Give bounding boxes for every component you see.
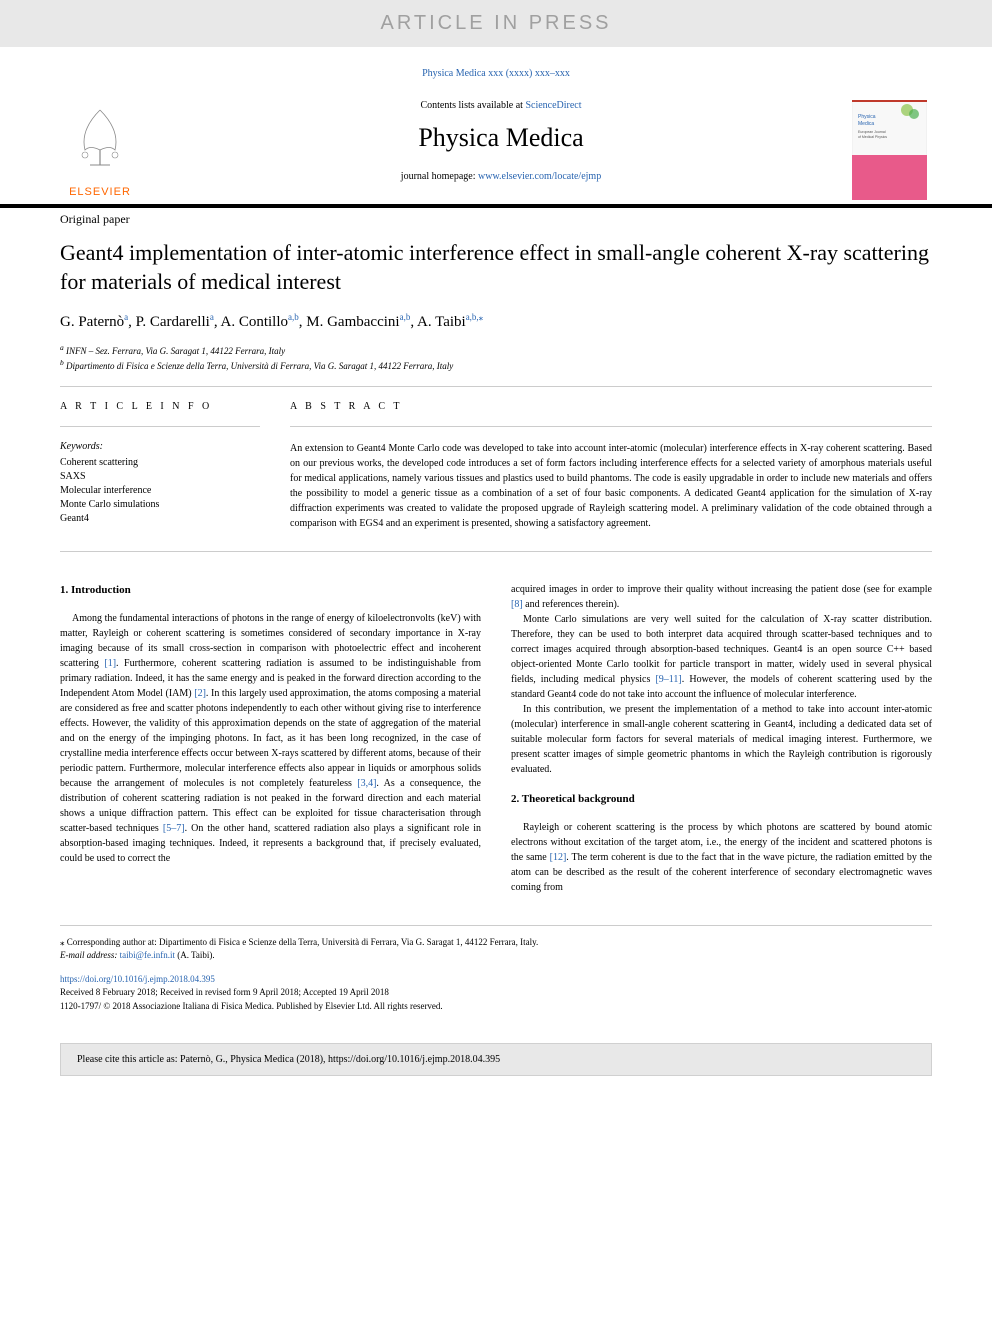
ref-link[interactable]: [1] — [104, 658, 116, 669]
journal-title: Physica Medica — [170, 123, 832, 153]
affiliations: a INFN – Sez. Ferrara, Via G. Saragat 1,… — [60, 343, 932, 372]
author-name: A. Taibi — [417, 314, 466, 330]
elsevier-tree-icon: ELSEVIER — [60, 100, 140, 200]
ref-link[interactable]: [12] — [550, 852, 567, 863]
journal-ref-top: Physica Medica xxx (xxxx) xxx–xxx — [0, 57, 992, 100]
doi-link[interactable]: https://doi.org/10.1016/j.ejmp.2018.04.3… — [60, 974, 215, 984]
journal-homepage-link[interactable]: www.elsevier.com/locate/ejmp — [478, 171, 601, 182]
keyword-item: Molecular interference — [60, 484, 260, 498]
journal-ref-link[interactable]: Physica Medica xxx (xxxx) xxx–xxx — [422, 68, 570, 79]
content-area: Original paper Geant4 implementation of … — [0, 212, 992, 1013]
author-sup[interactable]: a — [210, 312, 214, 322]
sciencedirect-link[interactable]: ScienceDirect — [525, 100, 581, 111]
paper-title: Geant4 implementation of inter-atomic in… — [60, 239, 932, 296]
authors: G. Paternòa, P. Cardarellia, A. Contillo… — [60, 312, 932, 331]
elsevier-logo: ELSEVIER — [60, 100, 150, 204]
body-paragraph: Monte Carlo simulations are very well su… — [511, 612, 932, 702]
svg-text:Physica: Physica — [858, 114, 876, 120]
header-center: Contents lists available at ScienceDirec… — [150, 100, 852, 182]
author-sup[interactable]: a,b,⁎ — [466, 312, 484, 322]
intro-heading: 1. Introduction — [60, 582, 481, 599]
footer-divider — [60, 925, 932, 926]
email-line: E-mail address: taibi@fe.infn.it (A. Tai… — [60, 949, 932, 963]
divider — [60, 551, 932, 552]
keyword-item: Coherent scattering — [60, 456, 260, 470]
body-column-left: 1. Introduction Among the fundamental in… — [60, 582, 481, 895]
svg-text:European Journal: European Journal — [858, 130, 886, 134]
keyword-item: Monte Carlo simulations — [60, 498, 260, 512]
footer-notes: ⁎ Corresponding author at: Dipartimento … — [60, 936, 932, 1014]
abstract-label: A B S T R A C T — [290, 401, 932, 412]
journal-cover-icon: Physica Medica European Journal of Medic… — [852, 100, 927, 200]
svg-text:of Medical Physics: of Medical Physics — [858, 135, 887, 139]
author-sup[interactable]: a,b — [288, 312, 299, 322]
journal-header: ELSEVIER Contents lists available at Sci… — [0, 100, 992, 208]
article-info-label: A R T I C L E I N F O — [60, 401, 260, 412]
body-column-right: acquired images in order to improve thei… — [511, 582, 932, 895]
ref-link[interactable]: [8] — [511, 599, 523, 610]
body-columns: 1. Introduction Among the fundamental in… — [60, 582, 932, 895]
article-in-press-text: ARTICLE IN PRESS — [380, 12, 611, 34]
author-name: G. Paternò — [60, 314, 124, 330]
theory-heading: 2. Theoretical background — [511, 791, 932, 808]
ref-link[interactable]: [3,4] — [357, 778, 376, 789]
abstract-column: A B S T R A C T An extension to Geant4 M… — [290, 401, 932, 531]
contents-line: Contents lists available at ScienceDirec… — [170, 100, 832, 111]
body-paragraph: Rayleigh or coherent scattering is the p… — [511, 820, 932, 895]
divider — [60, 426, 260, 427]
author-name: P. Cardarelli — [136, 314, 210, 330]
author-sup[interactable]: a,b — [400, 312, 411, 322]
body-paragraph: In this contribution, we present the imp… — [511, 702, 932, 777]
author-name: A. Contillo — [221, 314, 289, 330]
corresponding-author: ⁎ Corresponding author at: Dipartimento … — [60, 936, 932, 950]
abstract-text: An extension to Geant4 Monte Carlo code … — [290, 441, 932, 531]
affiliation-item: b Dipartimento di Fisica e Scienze della… — [60, 358, 932, 373]
author-name: M. Gambaccini — [306, 314, 399, 330]
info-section: A R T I C L E I N F O Keywords: Coherent… — [60, 401, 932, 531]
author-sup[interactable]: a — [124, 312, 128, 322]
body-paragraph: Among the fundamental interactions of ph… — [60, 611, 481, 866]
divider — [60, 386, 932, 387]
copyright-line: 1120-1797/ © 2018 Associazione Italiana … — [60, 1000, 932, 1014]
journal-homepage: journal homepage: www.elsevier.com/locat… — [170, 171, 832, 182]
email-link[interactable]: taibi@fe.infn.it — [120, 950, 175, 960]
keyword-item: Geant4 — [60, 512, 260, 526]
svg-text:Medica: Medica — [858, 121, 874, 127]
divider — [290, 426, 932, 427]
body-paragraph: acquired images in order to improve thei… — [511, 582, 932, 612]
ref-link[interactable]: [2] — [194, 688, 206, 699]
doi-line: https://doi.org/10.1016/j.ejmp.2018.04.3… — [60, 973, 932, 987]
article-type: Original paper — [60, 212, 932, 227]
ref-link[interactable]: [9–11] — [655, 674, 681, 685]
article-info-column: A R T I C L E I N F O Keywords: Coherent… — [60, 401, 260, 531]
cite-box: Please cite this article as: Paternò, G.… — [60, 1043, 932, 1076]
affiliation-item: a INFN – Sez. Ferrara, Via G. Saragat 1,… — [60, 343, 932, 358]
ref-link[interactable]: [5–7] — [163, 823, 185, 834]
article-in-press-bar: ARTICLE IN PRESS — [0, 0, 992, 47]
received-line: Received 8 February 2018; Received in re… — [60, 986, 932, 1000]
keywords-label: Keywords: — [60, 441, 260, 452]
keyword-item: SAXS — [60, 470, 260, 484]
svg-text:ELSEVIER: ELSEVIER — [69, 186, 131, 198]
journal-cover: Physica Medica European Journal of Medic… — [852, 100, 932, 204]
